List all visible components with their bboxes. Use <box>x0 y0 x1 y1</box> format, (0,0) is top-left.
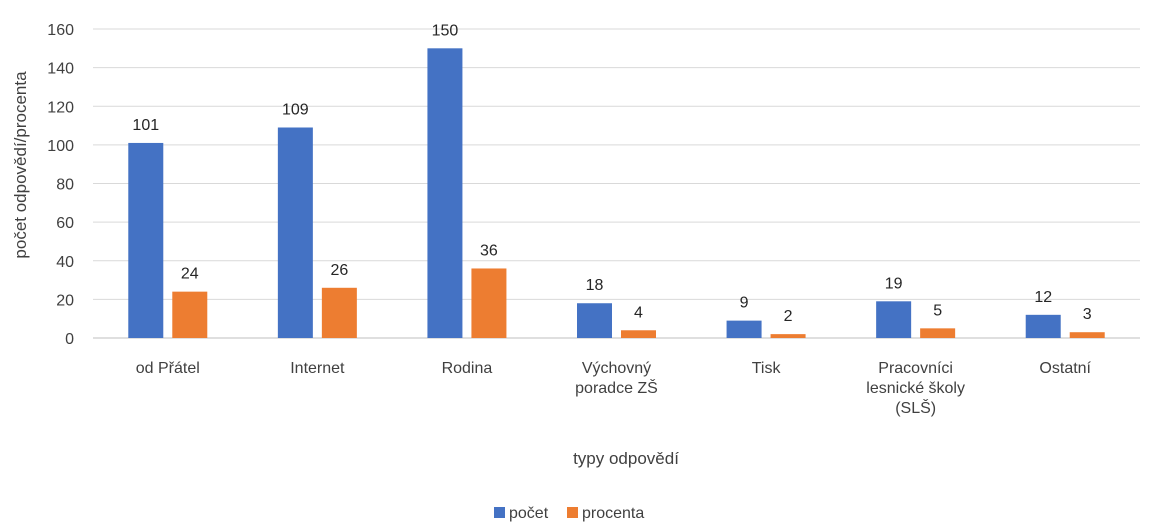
y-tick-label: 140 <box>47 61 74 78</box>
legend-swatch-počet <box>494 507 505 518</box>
y-tick-label: 160 <box>47 22 74 39</box>
gridlines <box>93 28 1140 339</box>
legend: počet procenta <box>494 505 644 522</box>
category-label: Pracovníci lesnické školy (SLŠ) <box>866 360 965 417</box>
bar-počet <box>427 48 463 338</box>
bar-procenta <box>172 291 208 338</box>
y-tick-label: 40 <box>56 254 74 271</box>
bar-počet <box>726 320 762 338</box>
category-label: Výchovný poradce ZŠ <box>575 360 658 397</box>
data-label: 2 <box>784 308 793 325</box>
data-label: 5 <box>933 302 942 319</box>
y-tick-label: 0 <box>65 331 74 348</box>
bar-počet <box>128 142 164 338</box>
data-label: 36 <box>480 242 498 259</box>
data-label: 9 <box>740 295 749 312</box>
data-label: 101 <box>132 117 159 134</box>
y-axis-ticks: 0 20 40 60 80 100 120 140 160 <box>47 22 74 348</box>
data-label: 24 <box>181 266 199 283</box>
legend-label: procenta <box>582 505 644 522</box>
data-label: 18 <box>586 277 604 294</box>
bar-procenta <box>920 328 956 338</box>
data-label: 109 <box>282 101 309 118</box>
data-label: 12 <box>1034 289 1052 306</box>
category-label: Internet <box>290 360 345 377</box>
bar-procenta <box>321 287 357 338</box>
data-label: 26 <box>330 262 348 279</box>
data-label: 19 <box>885 275 903 292</box>
bar-procenta <box>770 334 806 338</box>
x-axis-categories: od Přátel Internet Rodina Výchovný poradce Z… <box>136 360 1092 417</box>
y-axis-title: počet odpovědí/procenta <box>11 71 30 259</box>
category-label: Ostatní <box>1039 360 1091 377</box>
bar-procenta <box>1069 332 1105 338</box>
legend-label: počet <box>509 505 549 522</box>
y-tick-label: 60 <box>56 215 74 232</box>
data-label: 4 <box>634 304 643 321</box>
y-tick-label: 120 <box>47 99 74 116</box>
y-tick-label: 80 <box>56 177 74 194</box>
category-label: Rodina <box>442 360 493 377</box>
data-label: 3 <box>1083 306 1092 323</box>
bar-počet <box>1025 314 1061 338</box>
category-label: Tisk <box>752 360 782 377</box>
bars <box>128 48 1105 339</box>
bar-počet <box>876 301 912 338</box>
bar-procenta <box>471 268 507 338</box>
category-label: od Přátel <box>136 360 200 377</box>
y-tick-label: 20 <box>56 292 74 309</box>
bar-počet <box>277 127 313 339</box>
legend-swatch-procenta <box>567 507 578 518</box>
data-labels: 101 24 109 26 150 36 18 4 9 2 19 5 12 3 <box>132 22 1091 325</box>
bar-procenta <box>621 330 656 338</box>
y-tick-label: 100 <box>47 138 74 155</box>
x-axis-title: typy odpovědí <box>573 449 679 468</box>
bar-počet <box>577 303 612 338</box>
data-label: 150 <box>432 22 459 39</box>
